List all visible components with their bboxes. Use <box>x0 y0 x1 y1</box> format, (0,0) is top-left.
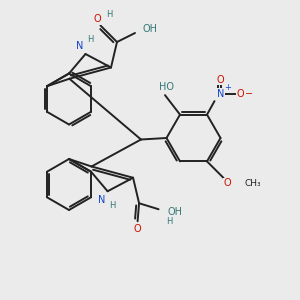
Text: O: O <box>134 224 141 234</box>
Text: OH: OH <box>142 23 158 34</box>
Text: +: + <box>225 83 231 92</box>
Text: CH₃: CH₃ <box>244 179 261 188</box>
Text: N: N <box>217 88 224 99</box>
Text: H: H <box>109 201 115 210</box>
Text: HO: HO <box>159 82 174 92</box>
Text: −: − <box>245 88 253 99</box>
Text: O: O <box>217 74 224 85</box>
Text: N: N <box>76 40 84 51</box>
Text: H: H <box>166 217 172 226</box>
Text: H: H <box>87 35 93 44</box>
Text: O: O <box>94 14 101 25</box>
Text: OH: OH <box>168 207 183 217</box>
Text: O: O <box>223 178 231 188</box>
Text: H: H <box>106 10 112 19</box>
Text: O: O <box>236 88 244 99</box>
Text: N: N <box>98 195 106 205</box>
